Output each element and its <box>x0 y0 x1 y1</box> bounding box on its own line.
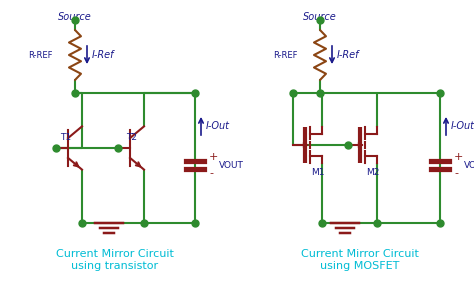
Text: Source: Source <box>58 12 92 22</box>
Text: +: + <box>454 152 464 162</box>
Text: +: + <box>209 152 219 162</box>
Text: I-Ref: I-Ref <box>92 50 115 60</box>
Text: I-Out: I-Out <box>206 121 230 131</box>
Text: M1: M1 <box>311 168 325 177</box>
Text: I-Ref: I-Ref <box>337 50 359 60</box>
Text: VOUT: VOUT <box>464 160 474 169</box>
Text: R-REF: R-REF <box>273 50 298 59</box>
Text: M2: M2 <box>366 168 380 177</box>
Text: -: - <box>209 168 213 178</box>
Text: -: - <box>454 168 458 178</box>
Text: I-Out: I-Out <box>451 121 474 131</box>
Text: Current Mirror Circuit
using transistor: Current Mirror Circuit using transistor <box>56 249 174 271</box>
Text: R-REF: R-REF <box>28 50 53 59</box>
Text: VOUT: VOUT <box>219 160 244 169</box>
Text: T2: T2 <box>127 133 137 142</box>
Text: T1: T1 <box>61 133 72 142</box>
Text: Current Mirror Circuit
using MOSFET: Current Mirror Circuit using MOSFET <box>301 249 419 271</box>
Text: Source: Source <box>303 12 337 22</box>
